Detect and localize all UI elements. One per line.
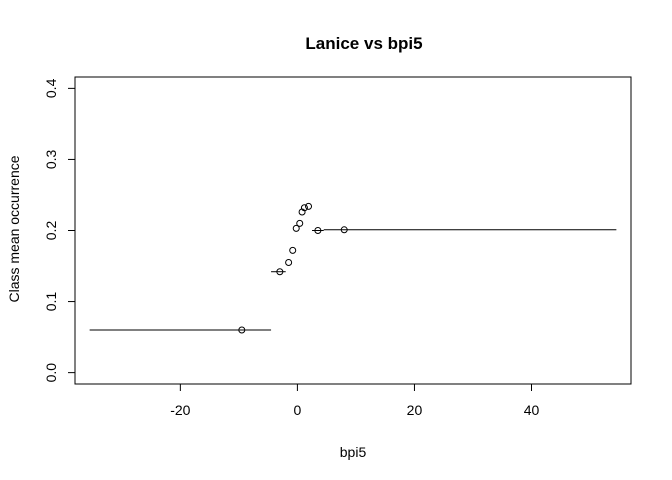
x-axis-label: bpi5 <box>340 444 367 460</box>
x-tick-label: 0 <box>294 402 302 418</box>
x-tick-label: -20 <box>170 402 190 418</box>
y-axis: 0.0 0.1 0.2 0.3 0.4 <box>43 78 76 383</box>
data-point <box>289 246 297 254</box>
y-axis-label: Class mean occurrence <box>6 155 22 302</box>
data-point <box>300 204 308 212</box>
data-point <box>305 202 313 210</box>
plot-frame <box>74 76 632 385</box>
range-segments <box>89 229 617 331</box>
data-point <box>340 226 348 234</box>
data-point <box>296 219 304 227</box>
data-point <box>314 227 322 234</box>
data-point <box>238 326 246 334</box>
data-point <box>292 224 300 232</box>
data-point <box>285 258 293 266</box>
data-points <box>238 202 348 334</box>
y-tick-label: 0.4 <box>43 78 59 98</box>
y-tick-label: 0.3 <box>43 149 59 169</box>
y-tick-label: 0.1 <box>43 292 59 312</box>
x-tick-label: 40 <box>524 402 540 418</box>
x-axis: -20 0 20 40 <box>170 383 540 418</box>
data-point <box>276 268 284 276</box>
x-tick-label: 20 <box>407 402 423 418</box>
chart-title: Lanice vs bpi5 <box>305 34 422 53</box>
y-tick-label: 0.2 <box>43 221 59 241</box>
y-tick-label: 0.0 <box>43 363 59 383</box>
